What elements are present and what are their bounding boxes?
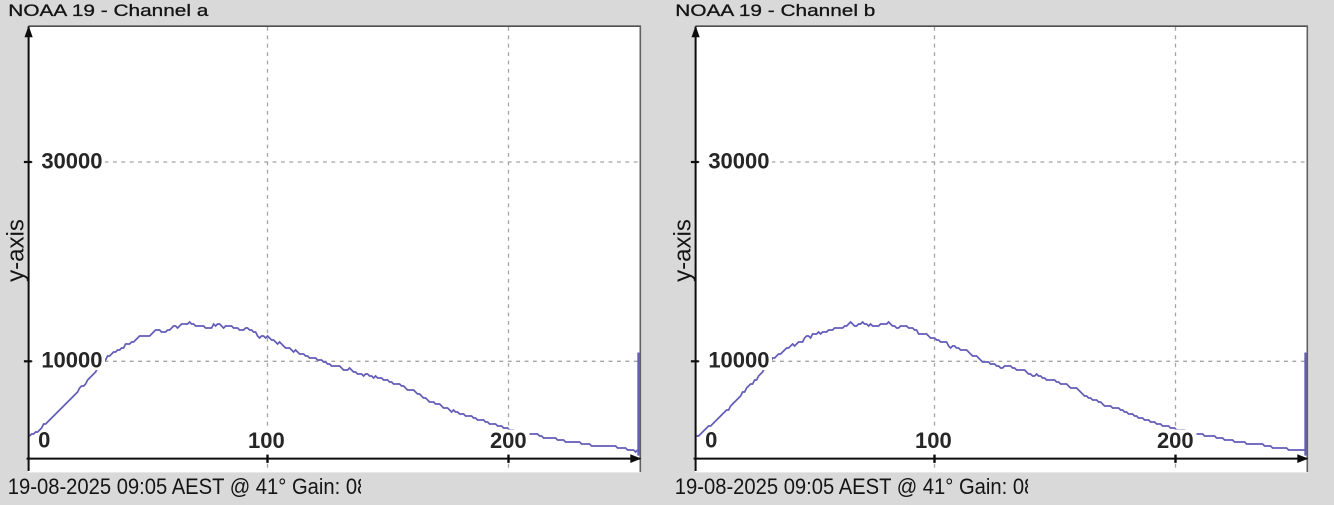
svg-text:19-08-2025 09:05 AEST @ 41° Ga: 19-08-2025 09:05 AEST @ 41° Gain: 08: [8, 474, 369, 499]
svg-text:y-axis: y-axis: [670, 219, 697, 282]
svg-text:100: 100: [248, 428, 285, 453]
svg-text:NOAA 19 - Channel a: NOAA 19 - Channel a: [8, 1, 209, 20]
svg-text:200: 200: [490, 428, 527, 453]
svg-text:10000: 10000: [708, 347, 769, 372]
svg-text:NOAA 19 - Channel b: NOAA 19 - Channel b: [675, 1, 875, 20]
svg-text:y-axis: y-axis: [3, 219, 30, 282]
svg-text:0: 0: [705, 428, 717, 453]
svg-text:200: 200: [1157, 428, 1194, 453]
svg-text:30000: 30000: [708, 149, 769, 174]
svg-text:19-08-2025 09:05 AEST @ 41° Ga: 19-08-2025 09:05 AEST @ 41° Gain: 08: [675, 474, 1036, 499]
svg-text:100: 100: [915, 428, 952, 453]
svg-text:30000: 30000: [41, 149, 102, 174]
svg-text:0: 0: [38, 428, 50, 453]
svg-text:10000: 10000: [41, 347, 102, 372]
